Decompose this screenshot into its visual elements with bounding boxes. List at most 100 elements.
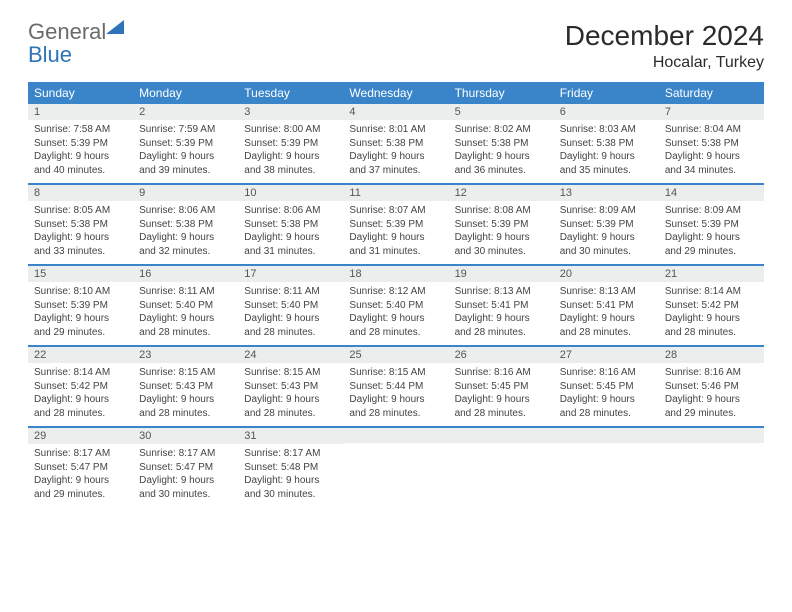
sunset-text: Sunset: 5:47 PM [139,461,232,475]
sunrise-text: Sunrise: 8:00 AM [244,123,337,137]
sunrise-text: Sunrise: 8:16 AM [560,366,653,380]
daylight-text-1: Daylight: 9 hours [349,393,442,407]
calendar-day-cell: 26Sunrise: 8:16 AMSunset: 5:45 PMDayligh… [449,346,554,427]
calendar-week-row: 29Sunrise: 8:17 AMSunset: 5:47 PMDayligh… [28,427,764,507]
calendar-day-cell: 24Sunrise: 8:15 AMSunset: 5:43 PMDayligh… [238,346,343,427]
day-details: Sunrise: 8:14 AMSunset: 5:42 PMDaylight:… [28,363,133,426]
sunrise-text: Sunrise: 8:11 AM [244,285,337,299]
logo-line1: General [28,19,106,44]
day-details: Sunrise: 8:11 AMSunset: 5:40 PMDaylight:… [133,282,238,345]
day-details: Sunrise: 8:02 AMSunset: 5:38 PMDaylight:… [449,120,554,183]
sunrise-text: Sunrise: 8:03 AM [560,123,653,137]
daylight-text-1: Daylight: 9 hours [665,150,758,164]
calendar-day-cell: 27Sunrise: 8:16 AMSunset: 5:45 PMDayligh… [554,346,659,427]
calendar-day-cell: 7Sunrise: 8:04 AMSunset: 5:38 PMDaylight… [659,104,764,184]
weekday-tuesday: Tuesday [238,82,343,104]
daylight-text-2: and 38 minutes. [244,164,337,178]
sunset-text: Sunset: 5:43 PM [139,380,232,394]
calendar-week-row: 22Sunrise: 8:14 AMSunset: 5:42 PMDayligh… [28,346,764,427]
day-details: Sunrise: 8:00 AMSunset: 5:39 PMDaylight:… [238,120,343,183]
day-details: Sunrise: 8:16 AMSunset: 5:45 PMDaylight:… [554,363,659,426]
day-details: Sunrise: 8:15 AMSunset: 5:44 PMDaylight:… [343,363,448,426]
day-number: 23 [133,347,238,363]
daylight-text-2: and 35 minutes. [560,164,653,178]
day-number: 3 [238,104,343,120]
daylight-text-2: and 29 minutes. [34,488,127,502]
day-number: 19 [449,266,554,282]
sunrise-text: Sunrise: 8:05 AM [34,204,127,218]
day-number [449,428,554,443]
day-number: 18 [343,266,448,282]
sunrise-text: Sunrise: 8:09 AM [665,204,758,218]
daylight-text-2: and 31 minutes. [244,245,337,259]
calendar-day-cell [343,427,448,507]
day-number: 4 [343,104,448,120]
day-details: Sunrise: 8:14 AMSunset: 5:42 PMDaylight:… [659,282,764,345]
day-details [343,443,448,495]
calendar-week-row: 8Sunrise: 8:05 AMSunset: 5:38 PMDaylight… [28,184,764,265]
daylight-text-1: Daylight: 9 hours [560,393,653,407]
calendar-day-cell: 31Sunrise: 8:17 AMSunset: 5:48 PMDayligh… [238,427,343,507]
sunset-text: Sunset: 5:39 PM [455,218,548,232]
calendar-day-cell: 9Sunrise: 8:06 AMSunset: 5:38 PMDaylight… [133,184,238,265]
daylight-text-2: and 29 minutes. [665,245,758,259]
daylight-text-1: Daylight: 9 hours [244,312,337,326]
day-number [343,428,448,443]
calendar-day-cell [659,427,764,507]
day-details: Sunrise: 8:05 AMSunset: 5:38 PMDaylight:… [28,201,133,264]
sunset-text: Sunset: 5:39 PM [349,218,442,232]
sunset-text: Sunset: 5:38 PM [560,137,653,151]
day-details: Sunrise: 8:08 AMSunset: 5:39 PMDaylight:… [449,201,554,264]
day-number: 5 [449,104,554,120]
sunset-text: Sunset: 5:38 PM [665,137,758,151]
daylight-text-1: Daylight: 9 hours [349,312,442,326]
daylight-text-1: Daylight: 9 hours [665,393,758,407]
daylight-text-2: and 28 minutes. [139,326,232,340]
sunset-text: Sunset: 5:39 PM [34,137,127,151]
sunrise-text: Sunrise: 8:17 AM [244,447,337,461]
daylight-text-1: Daylight: 9 hours [139,474,232,488]
daylight-text-1: Daylight: 9 hours [34,231,127,245]
day-details: Sunrise: 7:59 AMSunset: 5:39 PMDaylight:… [133,120,238,183]
calendar-week-row: 15Sunrise: 8:10 AMSunset: 5:39 PMDayligh… [28,265,764,346]
calendar-day-cell: 11Sunrise: 8:07 AMSunset: 5:39 PMDayligh… [343,184,448,265]
calendar-day-cell: 20Sunrise: 8:13 AMSunset: 5:41 PMDayligh… [554,265,659,346]
daylight-text-1: Daylight: 9 hours [139,312,232,326]
logo-triangle-icon [106,20,124,34]
sunrise-text: Sunrise: 8:10 AM [34,285,127,299]
day-details: Sunrise: 8:17 AMSunset: 5:48 PMDaylight:… [238,444,343,507]
daylight-text-2: and 36 minutes. [455,164,548,178]
daylight-text-2: and 28 minutes. [34,407,127,421]
day-number: 21 [659,266,764,282]
daylight-text-2: and 29 minutes. [665,407,758,421]
sunset-text: Sunset: 5:40 PM [139,299,232,313]
sunset-text: Sunset: 5:38 PM [139,218,232,232]
day-number [659,428,764,443]
sunset-text: Sunset: 5:39 PM [560,218,653,232]
sunrise-text: Sunrise: 8:09 AM [560,204,653,218]
daylight-text-1: Daylight: 9 hours [34,474,127,488]
day-number: 20 [554,266,659,282]
day-number: 29 [28,428,133,444]
day-number: 26 [449,347,554,363]
sunrise-text: Sunrise: 8:08 AM [455,204,548,218]
day-number: 16 [133,266,238,282]
sunrise-text: Sunrise: 7:58 AM [34,123,127,137]
calendar-day-cell: 13Sunrise: 8:09 AMSunset: 5:39 PMDayligh… [554,184,659,265]
daylight-text-2: and 28 minutes. [349,407,442,421]
sunset-text: Sunset: 5:38 PM [244,218,337,232]
daylight-text-1: Daylight: 9 hours [665,231,758,245]
day-details: Sunrise: 8:03 AMSunset: 5:38 PMDaylight:… [554,120,659,183]
calendar-day-cell: 25Sunrise: 8:15 AMSunset: 5:44 PMDayligh… [343,346,448,427]
day-number: 2 [133,104,238,120]
sunrise-text: Sunrise: 8:15 AM [349,366,442,380]
calendar-day-cell: 30Sunrise: 8:17 AMSunset: 5:47 PMDayligh… [133,427,238,507]
daylight-text-2: and 28 minutes. [244,407,337,421]
calendar-body: 1Sunrise: 7:58 AMSunset: 5:39 PMDaylight… [28,104,764,507]
sunrise-text: Sunrise: 8:06 AM [244,204,337,218]
header: General Blue December 2024 Hocalar, Turk… [28,20,764,72]
sunset-text: Sunset: 5:40 PM [244,299,337,313]
daylight-text-2: and 28 minutes. [560,326,653,340]
calendar-day-cell: 19Sunrise: 8:13 AMSunset: 5:41 PMDayligh… [449,265,554,346]
day-details: Sunrise: 8:11 AMSunset: 5:40 PMDaylight:… [238,282,343,345]
